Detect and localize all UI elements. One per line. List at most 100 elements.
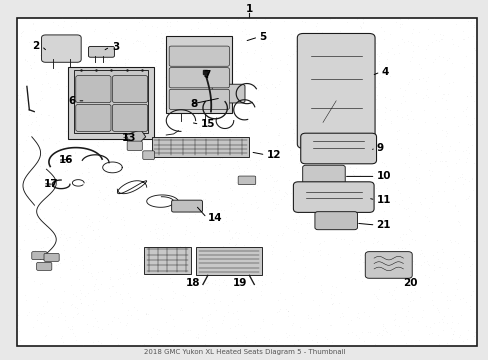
Point <box>427 289 435 295</box>
Point <box>462 94 470 99</box>
Point <box>163 23 171 29</box>
Point <box>437 127 445 132</box>
Point <box>368 121 376 127</box>
Point <box>159 100 167 106</box>
Point <box>241 75 249 81</box>
Point <box>88 250 96 256</box>
Point <box>196 55 204 60</box>
Point <box>360 215 368 220</box>
Point <box>331 284 339 290</box>
Point <box>49 32 57 38</box>
Point <box>207 249 215 255</box>
Point <box>14 253 21 258</box>
Point <box>92 297 100 303</box>
Point <box>113 335 121 341</box>
Point <box>36 163 44 169</box>
Point <box>304 210 312 215</box>
Point <box>23 171 31 177</box>
Point <box>69 95 77 101</box>
Point <box>274 201 282 207</box>
Point <box>188 148 196 154</box>
Point <box>405 226 412 232</box>
Point <box>115 161 122 167</box>
Point <box>469 238 477 243</box>
Point <box>161 74 168 80</box>
Point <box>46 54 54 60</box>
Point <box>321 76 329 82</box>
Point <box>64 161 72 167</box>
Point <box>428 59 436 65</box>
Point <box>454 334 462 340</box>
Point <box>335 254 343 260</box>
Point <box>170 290 178 296</box>
Point <box>346 164 353 170</box>
Point <box>54 22 61 28</box>
Point <box>200 190 208 195</box>
Point <box>357 191 365 197</box>
Point <box>440 158 448 164</box>
Point <box>433 256 441 262</box>
Point <box>172 153 180 159</box>
Point <box>471 37 479 43</box>
Point <box>291 80 299 86</box>
Point <box>158 40 166 46</box>
Point <box>84 39 92 45</box>
Point <box>39 280 46 285</box>
Point <box>381 105 388 111</box>
Point <box>286 120 294 126</box>
Point <box>61 318 69 323</box>
Point <box>463 327 470 332</box>
Point <box>94 338 102 344</box>
Point <box>438 249 446 255</box>
Point <box>39 303 46 309</box>
Point <box>348 180 356 185</box>
Point <box>283 225 291 231</box>
Point <box>278 270 286 276</box>
Point <box>200 277 207 283</box>
Point <box>173 214 181 220</box>
Point <box>435 264 443 269</box>
Point <box>371 180 379 186</box>
Point <box>376 122 384 128</box>
Point <box>67 98 75 103</box>
Point <box>451 21 459 27</box>
Point <box>43 298 51 304</box>
Point <box>459 28 467 34</box>
Point <box>414 77 422 82</box>
Point <box>24 134 32 139</box>
Point <box>271 84 279 90</box>
Point <box>324 32 332 38</box>
Point <box>29 21 37 27</box>
Point <box>91 26 99 32</box>
Point <box>465 303 473 309</box>
Point <box>100 245 107 251</box>
FancyBboxPatch shape <box>212 84 244 103</box>
Point <box>99 139 106 144</box>
Point <box>317 206 325 212</box>
Point <box>420 213 427 219</box>
Point <box>249 258 257 264</box>
Point <box>440 188 447 194</box>
Point <box>419 253 427 259</box>
Point <box>156 136 163 142</box>
Point <box>159 161 167 166</box>
Point <box>455 332 463 338</box>
Point <box>168 338 176 343</box>
Point <box>240 242 248 248</box>
Point <box>324 251 331 257</box>
Point <box>275 132 283 138</box>
Point <box>369 176 377 181</box>
Point <box>431 140 439 146</box>
Point <box>367 195 375 201</box>
Point <box>106 293 114 299</box>
Point <box>73 34 81 40</box>
Point <box>337 61 345 67</box>
Point <box>146 206 154 212</box>
Point <box>353 207 361 213</box>
Point <box>259 316 266 322</box>
Point <box>100 197 107 203</box>
Text: 18: 18 <box>185 278 200 288</box>
Point <box>445 148 452 154</box>
Point <box>329 292 337 298</box>
Point <box>446 325 454 331</box>
